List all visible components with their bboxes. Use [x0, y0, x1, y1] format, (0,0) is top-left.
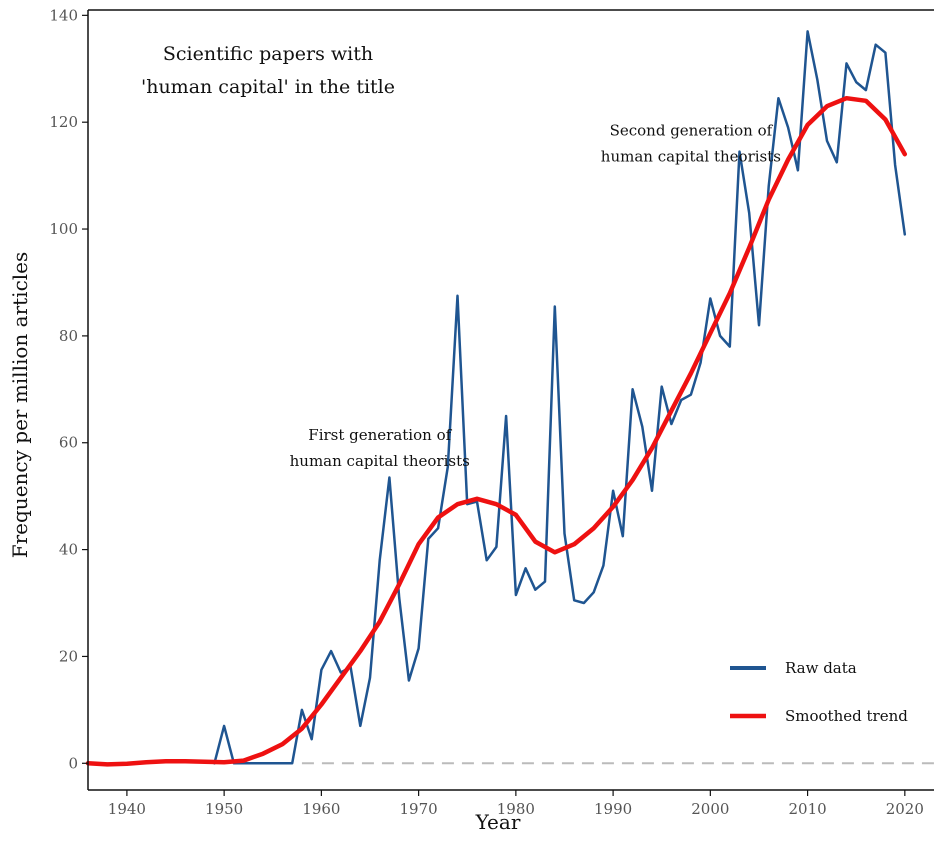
x-tick-label: 2010 — [788, 800, 826, 818]
y-tick-label: 120 — [49, 113, 78, 131]
annotation-second-generation-line-1: Second generation of — [610, 122, 774, 140]
x-tick-label: 1950 — [205, 800, 243, 818]
y-tick-label: 20 — [59, 647, 78, 665]
y-tick-label: 140 — [49, 6, 78, 24]
y-tick-label: 80 — [59, 327, 78, 345]
x-tick-label: 1940 — [108, 800, 146, 818]
chart-title-line-2: 'human capital' in the title — [141, 76, 395, 98]
annotation-first-generation-line-1: First generation of — [308, 426, 452, 444]
x-tick-label: 1990 — [594, 800, 632, 818]
x-tick-label: 1970 — [400, 800, 438, 818]
x-tick-label: 1980 — [497, 800, 535, 818]
series-line-smoothed-trend — [85, 95, 908, 767]
legend-label-raw-data: Raw data — [785, 659, 857, 677]
y-axis-title: Frequency per million articles — [8, 252, 32, 559]
x-tick-label: 1960 — [302, 800, 340, 818]
x-tick-label: 2020 — [886, 800, 924, 818]
series-line-raw-data — [213, 30, 907, 765]
y-tick-label: 0 — [68, 754, 78, 772]
legend-label-smoothed-trend: Smoothed trend — [785, 707, 908, 725]
y-tick-label: 40 — [59, 541, 78, 559]
x-tick-label: 2000 — [691, 800, 729, 818]
annotation-first-generation-line-2: human capital theorists — [290, 452, 470, 470]
legend: Raw data Smoothed trend — [730, 659, 908, 725]
chart-title-line-1: Scientific papers with — [163, 43, 373, 65]
x-axis-title: Year — [475, 810, 521, 834]
annotation-second-generation-line-2: human capital theorists — [601, 148, 781, 166]
y-tick-label: 60 — [59, 434, 78, 452]
y-tick-label: 100 — [49, 220, 78, 238]
